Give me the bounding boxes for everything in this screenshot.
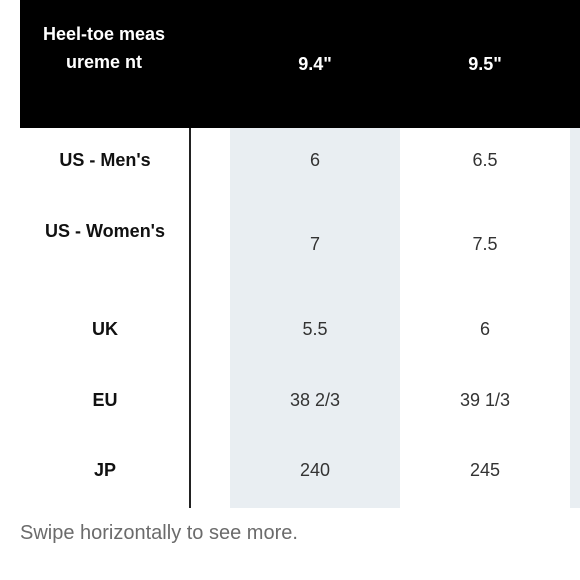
- swipe-hint-text: Swipe horizontally to see more.: [20, 522, 298, 544]
- row-label-eu: EU: [92, 390, 118, 410]
- table-header-row: Heel-toe measureme nt 9.4" 9.5": [20, 0, 580, 128]
- column-shade-next: [570, 128, 580, 508]
- row-label-uk: UK: [92, 319, 118, 339]
- cell-uk-9-5: 6: [479, 319, 490, 339]
- row-label-divider: [189, 128, 191, 508]
- row-label-us-women: US - Women's: [45, 221, 165, 241]
- cell-us-men-9-5: 6.5: [472, 150, 498, 170]
- header-label-heel-toe: Heel-toe measureme nt: [42, 24, 166, 72]
- cell-jp-9-5: 245: [469, 460, 501, 480]
- cell-uk-9-4: 5.5: [302, 319, 328, 339]
- column-header-9-4: 9.4": [298, 54, 332, 74]
- row-label-jp: JP: [93, 460, 117, 480]
- column-header-9-5: 9.5": [468, 54, 502, 74]
- row-label-us-men: US - Men's: [59, 150, 151, 170]
- cell-us-men-9-4: 6: [309, 150, 320, 170]
- cell-eu-9-4: 38 2/3: [289, 390, 341, 410]
- size-table[interactable]: Heel-toe measureme nt 9.4" 9.5" US - Men…: [20, 0, 580, 508]
- cell-eu-9-5: 39 1/3: [459, 390, 511, 410]
- cell-jp-9-4: 240: [299, 460, 331, 480]
- cell-us-women-9-4: 7: [309, 234, 320, 254]
- column-shade-9-4: [230, 128, 400, 508]
- cell-us-women-9-5: 7.5: [472, 234, 498, 254]
